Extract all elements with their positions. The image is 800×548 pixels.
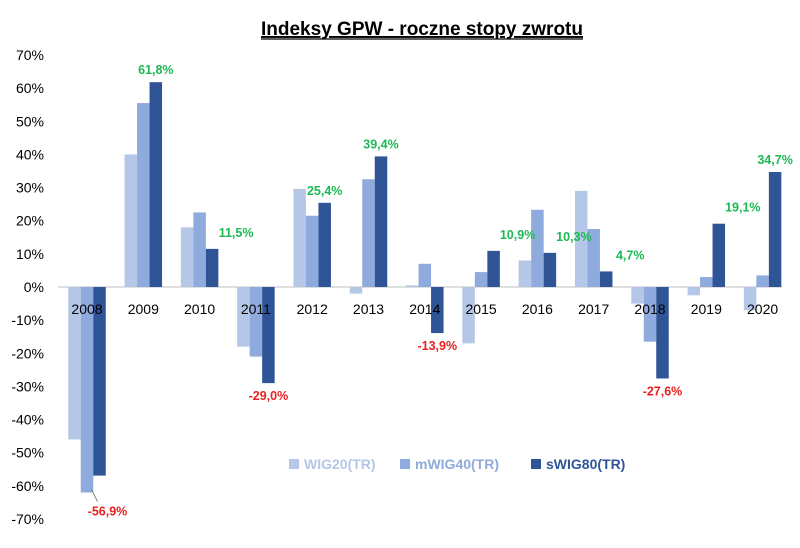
x-tick-label: 2008 [71,301,102,317]
bar-wig20-tr--2017 [574,190,588,287]
bar-wig20-tr--2016 [518,260,532,287]
data-label-leader-line [91,489,98,502]
x-axis: 2008 2009 2010 2011 2012 2013 2014 2015 2016 2017… [71,301,778,317]
bar-mwig40-tr--2016 [531,209,544,287]
bar-swig80-tr--2017 [599,271,613,287]
bar-mwig40-tr--2018 [643,287,657,342]
bar-wig20-tr--2008 [68,287,81,440]
bar-swig80-tr--2013 [374,156,388,287]
bar-swig80-tr--2018 [656,287,669,379]
data-label-2015: 10,9% [500,228,535,242]
x-tick-label: 2017 [578,301,609,317]
data-label-2020: 34,7% [757,153,792,167]
y-tick-label: -40% [11,412,44,428]
x-tick-label: 2018 [634,301,665,317]
legend: WIG20(TR) mWIG40(TR) sWIG80(TR) [289,456,625,472]
data-label-2008: -56,9% [88,505,128,519]
data-label-2012: 25,4% [307,184,342,198]
y-tick-label: -20% [11,345,44,361]
y-tick-label: 0% [24,279,44,295]
bar-swig80-tr--2012 [318,202,331,287]
data-label-2019: 19,1% [725,201,760,215]
bar-wig20-tr--2018 [631,287,644,304]
data-label-2017: 4,7% [616,248,645,262]
x-tick-label: 2011 [241,301,271,317]
y-tick-label: -30% [11,378,44,394]
bar-swig80-tr--2008 [93,287,106,476]
bar-mwig40-tr--2014 [418,263,432,287]
y-tick-label: 30% [16,180,44,196]
data-label-2011: -29,0% [249,389,289,403]
bar-swig80-tr--2010 [205,248,219,287]
y-tick-label: 40% [16,146,44,162]
bar-wig20-tr--2011 [237,287,250,347]
legend-swatch [289,459,299,469]
legend-label: WIG20(TR) [304,456,376,472]
y-tick-label: -10% [11,312,44,328]
data-label-2009: 61,8% [138,63,173,77]
y-tick-label: -50% [11,445,44,461]
bar-mwig40-tr--2012 [305,215,319,287]
bar-wig20-tr--2020 [743,287,757,311]
bar-mwig40-tr--2011 [249,287,263,357]
bar-swig80-tr--2015 [487,250,500,287]
y-tick-label: 50% [16,113,44,129]
x-tick-label: 2019 [691,301,722,317]
y-tick-label: -60% [11,478,44,494]
x-tick-label: 2012 [297,301,328,317]
y-tick-label: 20% [16,213,44,229]
x-tick-label: 2010 [184,301,215,317]
data-label-group: -56,9% 61,8% 11,5% -29,0% 25,4% 39,4% -13,9% 10… [88,63,793,518]
legend-swatch [400,459,410,469]
y-tick-label: 10% [16,246,44,262]
x-tick-label: 2015 [466,301,497,317]
bar-swig80-tr--2016 [543,252,557,287]
bar-wig20-tr--2013 [349,287,363,294]
x-tick-label: 2014 [409,301,440,317]
bar-wig20-tr--2012 [293,188,306,287]
bar-swig80-tr--2014 [431,287,444,334]
x-tick-label: 2013 [353,301,384,317]
y-tick-label: -70% [11,511,44,527]
bar-mwig40-tr--2017 [587,229,600,287]
bar-wig20-tr--2010 [180,227,194,287]
chart-title: Indeksy GPW - roczne stopy zwrotu [261,19,583,40]
legend-label: mWIG40(TR) [415,456,499,472]
bar-swig80-tr--2011 [262,287,275,384]
bar-wig20-tr--2014 [406,285,419,287]
bar-wig20-tr--2019 [687,287,701,296]
bar-swig80-tr--2020 [768,171,782,287]
y-axis: 70% 60% 50% 40% 30% 20% 10% 0% -10% -20% -30% -40% -… [11,47,44,527]
data-label-2013: 39,4% [363,137,398,151]
bar-swig80-tr--2019 [712,223,726,287]
bar-mwig40-tr--2020 [756,275,769,287]
y-tick-label: 60% [16,80,44,96]
data-label-2014: -13,9% [417,339,457,353]
bar-wig20-tr--2009 [124,154,138,287]
bar-mwig40-tr--2015 [474,272,488,287]
legend-swatch [531,459,541,469]
bar-swig80-tr--2009 [149,82,163,287]
x-tick-label: 2020 [747,301,778,317]
bar-series-group [68,82,782,493]
bar-mwig40-tr--2009 [137,103,150,287]
bar-mwig40-tr--2010 [193,212,206,287]
bar-mwig40-tr--2008 [80,287,94,493]
bar-mwig40-tr--2019 [700,277,713,287]
x-tick-label: 2016 [522,301,553,317]
bar-mwig40-tr--2013 [362,179,375,287]
x-tick-label: 2009 [128,301,159,317]
data-label-2016: 10,3% [556,230,591,244]
data-label-2018: -27,6% [643,384,683,398]
legend-label: sWIG80(TR) [546,456,625,472]
y-tick-label: 70% [16,47,44,63]
data-label-2010: 11,5% [219,226,254,240]
bar-wig20-tr--2015 [462,287,475,344]
